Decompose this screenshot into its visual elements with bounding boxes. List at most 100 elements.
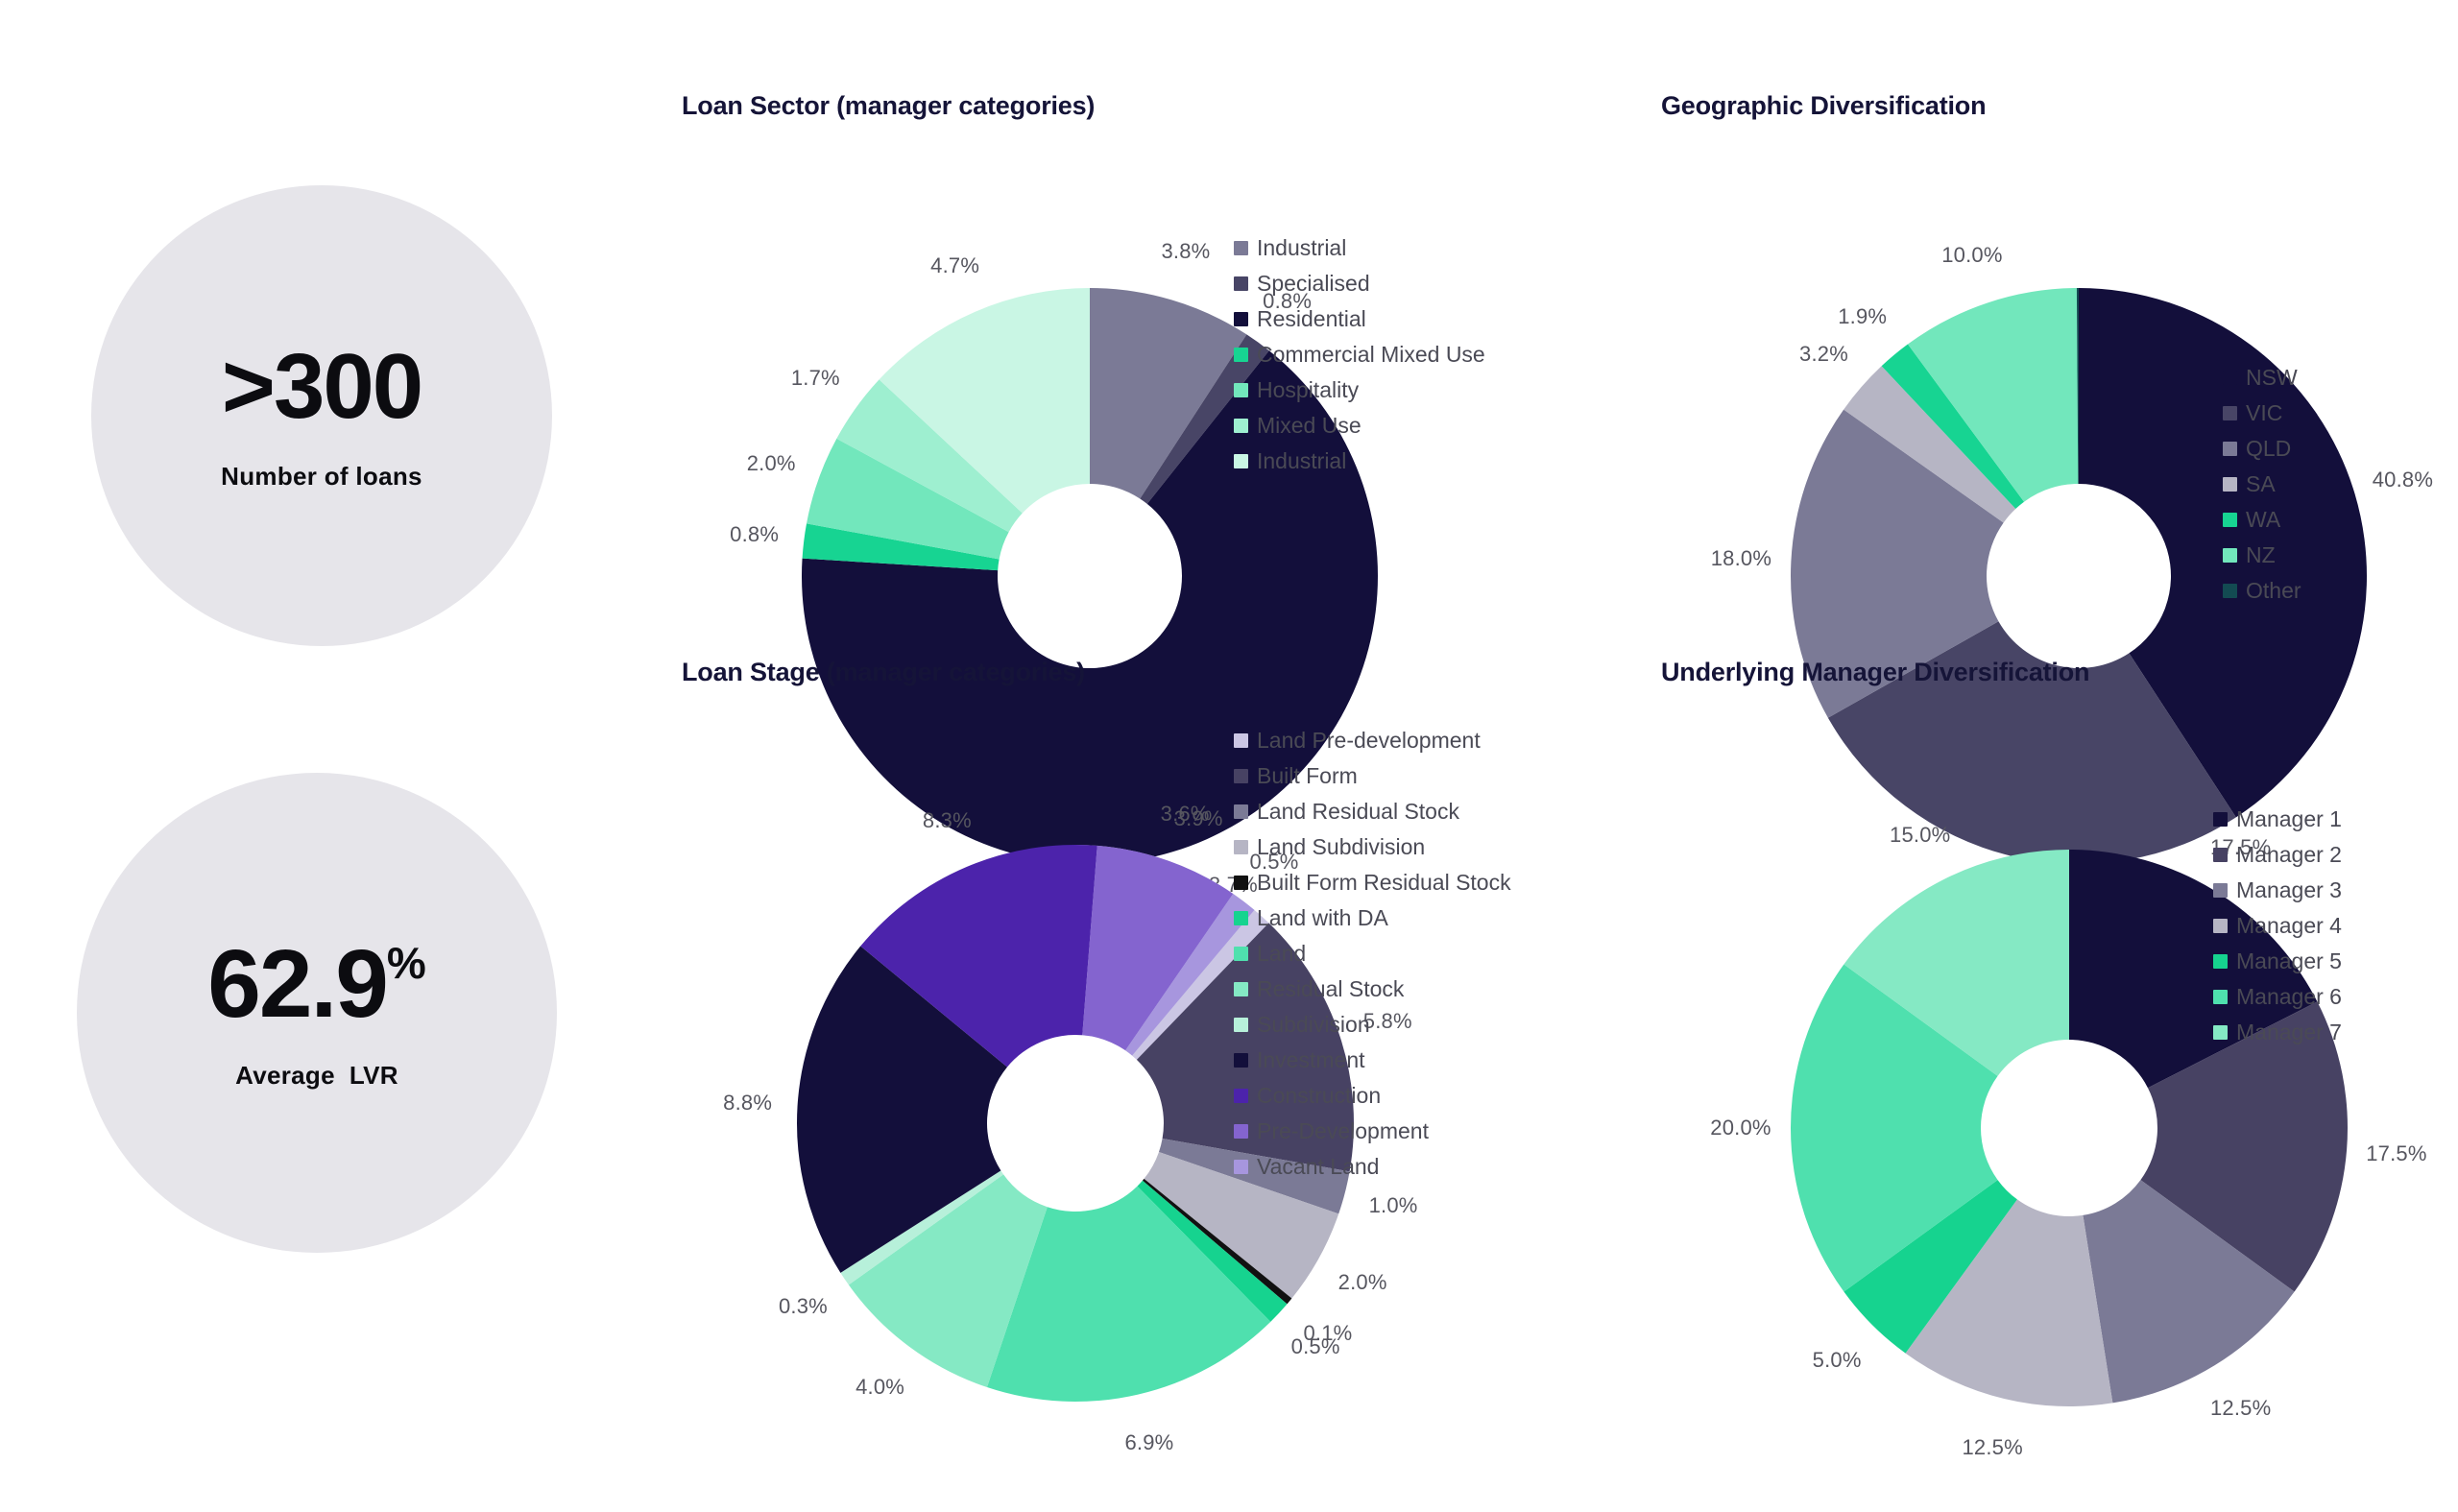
pie-slice[interactable] [1125, 894, 1255, 1056]
pie-slice[interactable] [836, 379, 1023, 533]
pie-slice-label: 0.8% [730, 522, 780, 547]
legend-item[interactable]: Mixed Use [1234, 408, 1485, 444]
pie-slice[interactable] [802, 523, 1000, 571]
pie-slice-label: 5.0% [1812, 1347, 1862, 1372]
chart-title-underlying-manager-diversification: Underlying Manager Diversification [1661, 658, 2090, 686]
legend-item[interactable]: WA [2223, 502, 2301, 538]
legend-item[interactable]: NZ [2223, 538, 2301, 573]
legend-swatch-icon [2223, 371, 2237, 385]
legend-item[interactable]: Land Pre-development [1234, 723, 1511, 758]
legend-item[interactable]: Manager 6 [2213, 979, 2342, 1015]
legend-item-label: Industrial [1257, 235, 1347, 260]
legend-item[interactable]: Residual Stock [1234, 972, 1511, 1007]
legend-item-label: Subdivision [1257, 1012, 1370, 1037]
pie-slice-label: 3.8% [1161, 239, 1211, 264]
legend-item[interactable]: Land Subdivision [1234, 829, 1511, 865]
pie-slice[interactable] [1827, 621, 2236, 864]
pie-slice[interactable] [840, 1170, 1004, 1285]
pie-slice-label: 0.3% [778, 1294, 828, 1319]
legend-item-label: WA [2246, 507, 2281, 532]
legend-item[interactable]: Manager 1 [2213, 802, 2342, 837]
legend-item-label: Land [1257, 941, 1307, 966]
pie-slice[interactable] [1140, 334, 1269, 504]
pie-slice-label: 4.7% [930, 253, 980, 278]
legend-swatch-icon [1234, 312, 1248, 326]
pie-slice[interactable] [1791, 964, 1998, 1292]
chart-title-geographic-diversification: Geographic Diversification [1661, 91, 1987, 120]
legend-swatch-icon [2213, 883, 2228, 898]
pie-slice[interactable] [1844, 850, 2069, 1076]
pie-slice[interactable] [797, 946, 1008, 1273]
legend-item[interactable]: SA [2223, 467, 2301, 502]
pie-slice[interactable] [1082, 845, 1234, 1051]
legend-item-label: Pre-Development [1257, 1118, 1429, 1143]
legend-item[interactable]: Land with DA [1234, 900, 1511, 936]
pie-slice-label: 8.8% [723, 1091, 773, 1116]
legend-swatch-icon [1234, 876, 1248, 890]
legend-swatch-icon [2223, 406, 2237, 420]
legend-item[interactable]: Industrial [1234, 230, 1485, 266]
pie-slice[interactable] [1136, 923, 1354, 1172]
legend-swatch-icon [2213, 848, 2228, 862]
legend-item[interactable]: Built Form [1234, 758, 1511, 794]
legend-item[interactable]: Construction [1234, 1078, 1511, 1114]
legend-item[interactable]: Pre-Development [1234, 1114, 1511, 1149]
pie-slice[interactable] [860, 845, 1097, 1068]
pie-slice[interactable] [1881, 344, 2025, 510]
legend-item[interactable]: Hospitality [1234, 372, 1485, 408]
pie-slice-label: 0.5% [1290, 1334, 1340, 1359]
legend-item[interactable]: Investment [1234, 1043, 1511, 1078]
legend-item[interactable]: Industrial [1234, 444, 1485, 479]
legend-item-label: Residential [1257, 306, 1366, 331]
legend-swatch-icon [1234, 241, 1248, 255]
legend-swatch-icon [1234, 419, 1248, 433]
pie-slice[interactable] [2069, 850, 2318, 1089]
legend-item[interactable]: Commercial Mixed Use [1234, 337, 1485, 372]
legend-item-label: VIC [2246, 400, 2283, 425]
kpi-label-number-of-loans: Number of loans [221, 461, 422, 491]
donut-chart-underlying-manager-diversification: 17.5% 17.5% 12.5% 12.5% 5.0% 20.0% 15.0% [1685, 744, 2453, 1512]
legend-swatch-icon [1234, 982, 1248, 996]
pie-slice[interactable] [1844, 366, 2016, 523]
pie-slice[interactable] [1142, 1178, 1292, 1305]
legend-item-label: NZ [2246, 542, 2276, 567]
legend-item[interactable]: Vacant Land [1234, 1149, 1511, 1185]
legend-item-label: Land Pre-development [1257, 728, 1481, 753]
legend-item[interactable]: Built Form Residual Stock [1234, 865, 1511, 900]
chart-title-loan-stage: Loan Stage (manager categories) [682, 658, 1085, 686]
legend-item[interactable]: Residential [1234, 301, 1485, 337]
pie-slice[interactable] [1158, 1138, 1350, 1214]
pie-slice[interactable] [2140, 1001, 2348, 1292]
pie-slice[interactable] [1907, 288, 2079, 502]
legend-item[interactable]: NSW [2223, 360, 2301, 396]
pie-slice[interactable] [1090, 288, 1247, 499]
legend-swatch-icon [2223, 584, 2237, 598]
legend-item[interactable]: Specialised [1234, 266, 1485, 301]
legend-swatch-icon [2223, 477, 2237, 492]
legend-item-label: Built Form Residual Stock [1257, 870, 1511, 895]
legend-swatch-icon [2213, 954, 2228, 969]
pie-slice[interactable] [879, 288, 1090, 514]
pie-slice[interactable] [1791, 409, 2004, 718]
legend-item[interactable]: Manager 4 [2213, 908, 2342, 944]
pie-slice-label: 2.0% [1337, 1269, 1387, 1294]
legend-item-label: Other [2246, 578, 2301, 603]
pie-slice[interactable] [807, 438, 1009, 560]
legend-item[interactable]: Subdivision [1234, 1007, 1511, 1043]
legend-item[interactable]: Manager 7 [2213, 1015, 2342, 1050]
legend-item[interactable]: Manager 2 [2213, 837, 2342, 873]
pie-slice[interactable] [1144, 1151, 1339, 1299]
legend-item[interactable]: Other [2223, 573, 2301, 609]
pie-slice[interactable] [2076, 288, 2079, 485]
pie-slice-label: 3.2% [1799, 341, 1849, 366]
legend-item[interactable]: Land [1234, 936, 1511, 972]
legend-item[interactable]: Land Residual Stock [1234, 794, 1511, 829]
chart-panel-loan-sector: Loan Sector (manager categories) 3.8% 0.8… [672, 91, 1485, 897]
legend-item[interactable]: VIC [2223, 396, 2301, 431]
legend-item[interactable]: QLD [2223, 431, 2301, 467]
legend-swatch-icon [2213, 1025, 2228, 1040]
legend-item[interactable]: Manager 3 [2213, 873, 2342, 908]
legend-item-label: Residual Stock [1257, 976, 1405, 1001]
legend-item[interactable]: Manager 5 [2213, 944, 2342, 979]
pie-slice-label: 0.5% [1249, 849, 1299, 874]
